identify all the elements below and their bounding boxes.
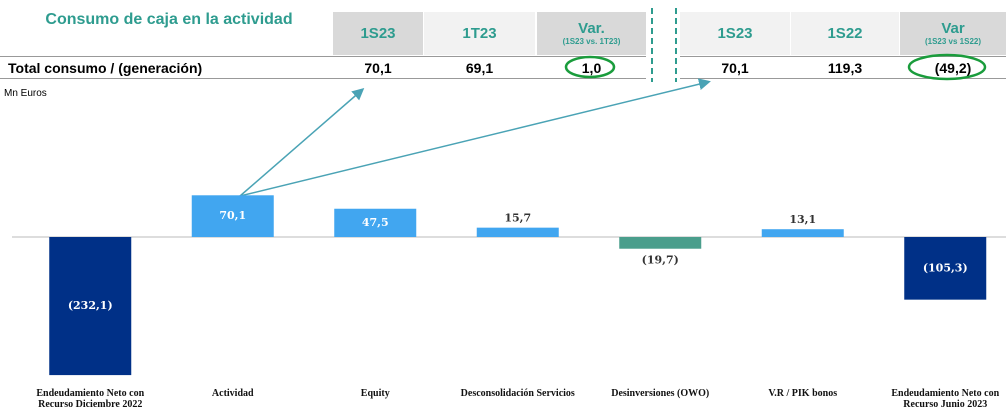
category-label: Equity — [360, 388, 390, 399]
header-text: Var — [941, 20, 965, 37]
column-header: Var (1S23 vs 1S22) — [900, 12, 1006, 55]
arrow — [239, 78, 711, 197]
bar — [334, 208, 417, 237]
header-note: (1S23 vs 1S22) — [924, 37, 982, 46]
row-label: Total consumo / (generación) — [8, 59, 203, 76]
category-label: Endeudamiento Neto con Recurso Diciembre… — [36, 388, 145, 410]
cell: 70,1 — [721, 59, 749, 76]
column-header: 1S23 — [680, 12, 790, 55]
bar — [476, 227, 559, 237]
header-note: (1S23 vs. 1T23) — [562, 37, 621, 46]
highlight — [564, 55, 616, 79]
category-label: Actividad — [211, 388, 254, 399]
bar — [619, 237, 702, 249]
category-label: Desinversiones (OWO) — [611, 388, 710, 399]
cell: 69,1 — [465, 59, 494, 76]
row-line — [680, 56, 1006, 79]
cell: 1,0 — [581, 59, 602, 76]
column-header: 1S22 — [791, 12, 899, 55]
column-header: 1S23 — [333, 12, 423, 55]
cell: 70,1 — [364, 59, 392, 76]
value-label: (105,3) — [923, 261, 968, 274]
bar — [191, 195, 274, 237]
bar — [49, 237, 132, 376]
column-header: 1T23 — [424, 12, 535, 55]
highlight — [907, 53, 987, 81]
category-label: Desconsolidación Servicios — [460, 388, 575, 399]
header-text: Var. — [578, 20, 605, 37]
arrow — [239, 88, 365, 197]
bar — [761, 229, 844, 237]
category-label: V.R / PIK bonos — [768, 388, 838, 399]
value-label: 13,1 — [789, 213, 816, 226]
value-label: 70,1 — [219, 209, 246, 222]
row-line — [0, 56, 646, 79]
value-label: (232,1) — [68, 299, 113, 312]
table-title: Consumo de caja en la actividad — [45, 11, 293, 28]
column-header: Var. (1S23 vs. 1T23) — [537, 12, 646, 55]
bar — [904, 237, 987, 300]
value-label: (19,7) — [642, 254, 679, 267]
category-label: Endeudamiento Neto con Recurso Junio 202… — [891, 388, 1000, 410]
value-label: 15,7 — [504, 212, 531, 225]
value-label: 47,5 — [362, 216, 389, 229]
cell: (49,2) — [934, 59, 972, 76]
unit-label: Mn Euros — [4, 88, 47, 99]
cell: 119,3 — [827, 59, 863, 76]
